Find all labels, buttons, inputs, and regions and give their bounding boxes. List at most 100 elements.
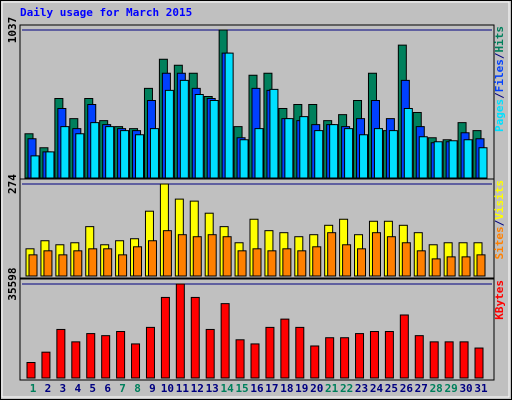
bar <box>401 242 411 277</box>
bar <box>478 147 488 179</box>
x-tick-label: 10 <box>161 382 174 395</box>
bar <box>73 250 83 277</box>
bar <box>295 326 305 379</box>
y-tick-label: 274 <box>6 174 19 194</box>
bar <box>90 122 100 179</box>
bar <box>164 89 174 179</box>
x-tick-label: 19 <box>295 382 308 395</box>
legend-entry: KBytes <box>493 280 506 320</box>
bar <box>448 140 458 179</box>
bar <box>357 248 367 277</box>
bar <box>149 128 159 179</box>
x-tick-label: 21 <box>325 382 339 395</box>
bar <box>299 116 309 179</box>
bar <box>399 314 409 379</box>
bar <box>284 118 294 179</box>
legend-entry: Files <box>493 59 506 92</box>
bar <box>28 254 38 277</box>
bar <box>135 134 145 179</box>
bar <box>297 250 307 277</box>
bar <box>388 130 398 179</box>
bar <box>190 296 200 379</box>
bar <box>252 248 262 277</box>
bar <box>359 134 369 179</box>
bar <box>344 128 354 179</box>
x-tick-label: 30 <box>459 382 472 395</box>
bar <box>312 246 322 277</box>
bar <box>71 341 81 379</box>
legend-entry: Hits <box>493 26 506 53</box>
bar <box>222 236 232 277</box>
bar <box>384 331 394 379</box>
x-tick-label: 12 <box>191 382 204 395</box>
chart-title: Daily usage for March 2015 <box>20 6 192 19</box>
bar <box>267 250 277 277</box>
bar <box>282 248 292 277</box>
bar <box>75 133 85 179</box>
bar <box>41 351 51 379</box>
bar <box>105 126 115 179</box>
x-tick-label: 6 <box>104 382 111 395</box>
bar <box>26 362 36 379</box>
bar <box>310 345 320 379</box>
bar <box>224 52 234 179</box>
bar <box>325 337 335 379</box>
bar <box>414 335 424 379</box>
bar <box>177 234 187 277</box>
bar <box>237 250 247 277</box>
bar <box>446 256 456 277</box>
bar <box>43 250 53 277</box>
bar <box>250 343 260 379</box>
bar <box>280 318 290 379</box>
bar <box>120 130 130 179</box>
x-tick-label: 3 <box>60 382 67 395</box>
x-tick-label: 8 <box>134 382 141 395</box>
bar <box>175 283 185 379</box>
x-tick-label: 4 <box>74 382 81 395</box>
bar <box>342 244 352 277</box>
legend: Sites/Visits <box>493 180 506 260</box>
bar <box>56 328 66 379</box>
x-tick-label: 9 <box>149 382 156 395</box>
bar <box>86 333 96 379</box>
bar <box>145 326 155 379</box>
bar <box>118 254 128 277</box>
bar <box>373 128 383 179</box>
bar <box>476 254 486 277</box>
bar <box>116 331 126 379</box>
bar <box>220 303 230 379</box>
bar <box>205 328 215 379</box>
bar <box>160 296 170 379</box>
x-tick-label: 13 <box>206 382 219 395</box>
bar <box>431 258 441 277</box>
bar <box>60 126 70 179</box>
bar <box>371 232 381 277</box>
bar <box>327 232 337 277</box>
x-tick-label: 14 <box>221 382 235 395</box>
legend-separator: / <box>493 92 506 99</box>
bar <box>355 333 365 379</box>
bar <box>459 341 469 379</box>
bar <box>418 136 428 179</box>
bar <box>403 107 413 179</box>
bar <box>207 234 217 277</box>
legend-entry: Pages <box>493 99 506 132</box>
x-tick-label: 7 <box>119 382 126 395</box>
bar <box>131 343 141 379</box>
bar <box>463 139 473 179</box>
bar <box>209 100 219 179</box>
bar <box>235 339 245 379</box>
bar <box>369 331 379 379</box>
x-tick-label: 23 <box>355 382 368 395</box>
x-tick-label: 28 <box>430 382 443 395</box>
bar <box>103 248 113 277</box>
bar <box>101 335 111 379</box>
bar <box>433 141 443 179</box>
x-tick-label: 18 <box>280 382 293 395</box>
x-tick-label: 27 <box>415 382 428 395</box>
bar <box>162 230 172 277</box>
bar <box>474 347 484 379</box>
